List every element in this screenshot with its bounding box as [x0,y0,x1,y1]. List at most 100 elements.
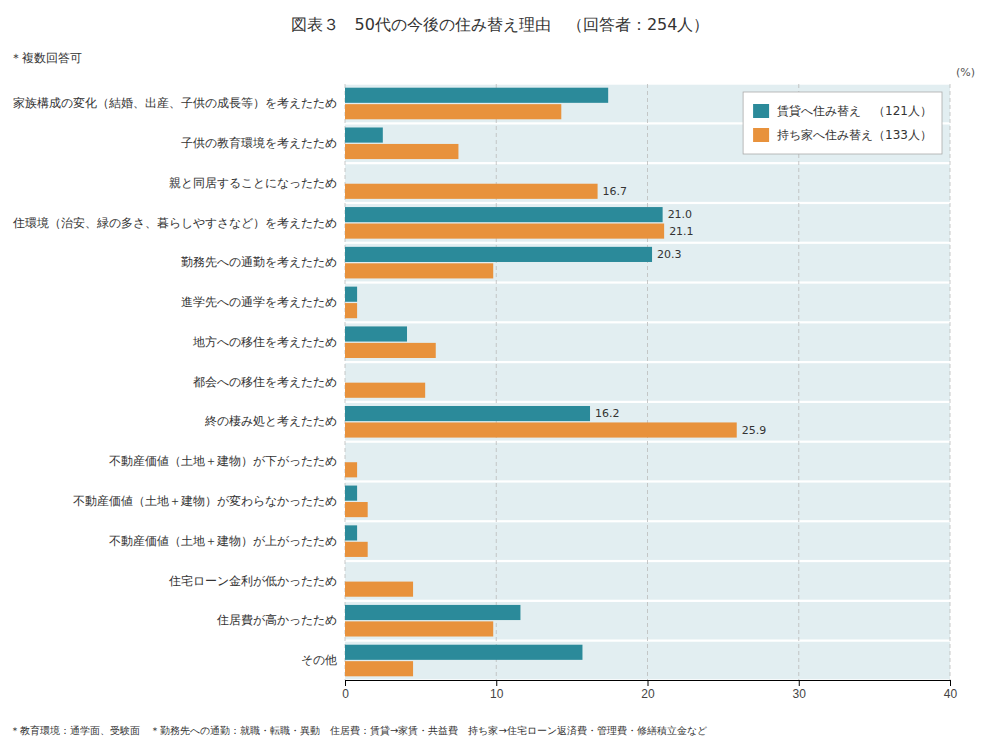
x-axis: 0 10 20 30 40 [342,680,957,701]
data-label: 20.3 [657,248,682,261]
x-tick: 10 [490,680,504,701]
legend-label: 持ち家へ住み替え（133人） [777,128,932,142]
bar [345,502,368,517]
y-tick: 不動産価値（土地＋建物）が上がったため [109,534,337,548]
bar [345,88,608,103]
data-label: 21.0 [668,208,693,221]
legend-box [743,92,942,154]
y-tick: 勤務先への通勤を考えたため [181,256,337,268]
category-label: 住宅ローン金利が低かったため [168,574,337,587]
category-label: 住環境（治安、緑の多さ、暮らしやすさなど）を考えたため [12,216,337,230]
bar [345,486,357,501]
category-label: 地方への移住を考えたため [192,335,337,348]
bar [345,343,436,358]
bar [345,661,413,676]
category-label: 都会への移住を考えたため [193,376,337,388]
bar-series [345,88,663,660]
legend-swatch [753,104,769,118]
bar [345,525,357,540]
x-tick-mark [950,680,951,686]
category-label: 住居費が高かったため [216,613,337,626]
x-tick: 40 [944,680,958,701]
bar [345,605,520,620]
chart-svg: 図表３ 50代の今後の住み替え理由 （回答者：254人） ＊複数回答可 ＊教育環境：… [0,0,1000,744]
bar [345,422,737,437]
bar [345,303,357,318]
bar [345,326,407,341]
category-label: 親と同居することになったため [169,176,337,190]
legend-item: 賃貸へ住み替え （121人） [753,104,932,118]
bar [345,263,493,278]
y-tick: 不動産価値（土地＋建物）が変わらなかったため [73,494,337,508]
y-tick: 住環境（治安、緑の多さ、暮らしやすさなど）を考えたため [12,216,337,230]
x-tick-label: 0 [342,687,349,701]
category-label: 子供の教育環境を考えたため [181,136,337,149]
grid-line [647,84,648,680]
y-tick: 都会への移住を考えたため [193,376,337,388]
bar [345,127,383,142]
x-tick: 30 [793,680,807,701]
x-tick-mark [799,680,800,686]
x-axis-label: (%) [956,66,975,79]
x-tick-label: 30 [793,687,807,701]
footnote-bottom: ＊教育環境：通学面、受験面 ＊勤務先への通勤：就職・転職・異動 住居費：賃貸→家… [10,725,707,736]
footnote-top: ＊複数回答可 [10,51,82,65]
category-label: 不動産価値（土地＋建物）が下がったため [109,454,337,468]
y-tick: 不動産価値（土地＋建物）が下がったため [109,454,337,468]
data-label: 16.7 [603,185,628,198]
legend-label: 賃貸へ住み替え （121人） [777,104,932,118]
category-label: 不動産価値（土地＋建物）が上がったため [109,534,337,548]
title: 図表３ 50代の今後の住み替え理由 （回答者：254人） [291,15,710,34]
bar [345,406,590,421]
bar-series [345,104,737,676]
grid [345,84,950,680]
legend: 賃貸へ住み替え （121人） 持ち家へ住み替え（133人） [743,92,942,154]
x-tick-mark [496,680,497,686]
y-tick: 家族構成の変化（結婚、出産、子供の成長等）を考えたため [13,96,337,110]
bar [345,462,357,477]
bar [345,383,425,398]
bar [345,542,368,557]
y-tick: 子供の教育環境を考えたため [181,136,337,149]
x-axis-line [346,681,951,687]
y-axis: 家族構成の変化（結婚、出産、子供の成長等）を考えたため子供の教育環境を考えたため… [12,96,337,667]
bar [345,366,346,381]
data-label: 16.2 [595,407,620,420]
y-tick: 住宅ローン金利が低かったため [168,574,337,587]
x-tick-mark [345,680,346,686]
bar [345,104,561,119]
bars [345,88,737,677]
y-tick: 進学先への通学を考えたため [181,296,337,308]
plot: 21.020.316.216.721.125.9010203040家族構成の変化… [12,66,975,701]
bar [345,247,652,262]
category-label: 不動産価値（土地＋建物）が変わらなかったため [73,494,337,508]
bar [345,565,346,580]
category-label: その他 [301,654,337,667]
category-label: 終の棲み処と考えたため [204,415,337,427]
bar [345,621,493,636]
row-stripe [345,85,950,123]
y-tick: 親と同居することになったため [169,176,337,190]
bar [345,645,582,660]
bar [345,446,346,461]
row-stripe [345,204,950,242]
bar [345,207,663,222]
category-label: 家族構成の変化（結婚、出産、子供の成長等）を考えたため [13,96,337,110]
chart-container: 図表３ 50代の今後の住み替え理由 （回答者：254人） ＊複数回答可 ＊教育環境：… [0,0,1000,744]
x-tick: 0 [342,680,349,701]
bar [345,287,357,302]
grid-line [798,84,799,680]
y-tick: 住居費が高かったため [216,613,337,626]
data-labels: 21.020.316.216.721.125.9 [595,185,766,437]
x-tick: 20 [641,680,655,701]
legend-swatch [753,128,769,142]
y-tick: その他 [301,654,337,667]
grid-line [950,84,951,680]
category-label: 進学先への通学を考えたため [181,296,337,308]
bar [345,582,413,597]
x-tick-label: 40 [944,687,958,701]
legend-item: 持ち家へ住み替え（133人） [753,128,932,142]
bar [345,167,346,182]
y-tick: 地方への移住を考えたため [192,335,337,348]
y-tick: 終の棲み処と考えたため [204,415,337,427]
